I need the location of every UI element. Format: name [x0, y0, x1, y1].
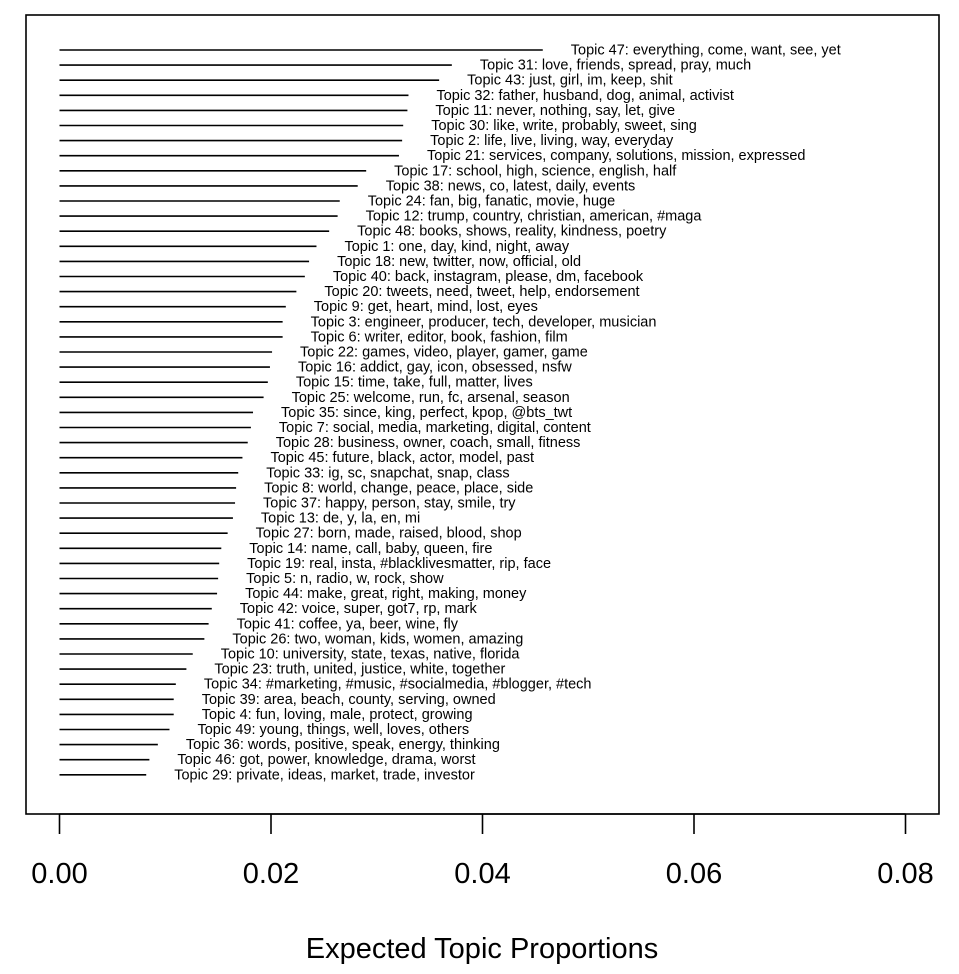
bar-label: Topic 29: private, ideas, market, trade,… [174, 767, 475, 783]
x-tick-label: 0.06 [666, 858, 722, 890]
bar-label: Topic 49: young, things, well, loves, ot… [197, 722, 469, 738]
bar-label: Topic 3: engineer, producer, tech, devel… [311, 314, 657, 330]
bar-label: Topic 25: welcome, run, fc, arsenal, sea… [292, 390, 570, 406]
bar-label: Topic 23: truth, united, justice, white,… [214, 662, 505, 678]
bar-label: Topic 39: area, beach, county, serving, … [202, 692, 496, 708]
bar-label: Topic 22: games, video, player, gamer, g… [300, 345, 588, 361]
bar-label: Topic 27: born, made, raised, blood, sho… [256, 526, 522, 542]
bar-label: Topic 20: tweets, need, tweet, help, end… [324, 284, 639, 300]
x-axis-title: Expected Topic Proportions [306, 933, 659, 965]
bar-label: Topic 21: services, company, solutions, … [427, 148, 806, 164]
bar-label: Topic 46: got, power, knowledge, drama, … [177, 752, 475, 768]
bar-label: Topic 15: time, take, full, matter, live… [296, 375, 533, 391]
x-tick-label: 0.04 [454, 858, 510, 890]
bar-label: Topic 48: books, shows, reality, kindnes… [357, 224, 667, 240]
bar-label: Topic 24: fan, big, fanatic, movie, huge [368, 194, 615, 210]
bar-label: Topic 12: trump, country, christian, ame… [366, 209, 703, 225]
bar-label: Topic 11: never, nothing, say, let, give [435, 103, 675, 119]
bar-label: Topic 37: happy, person, stay, smile, tr… [263, 496, 516, 512]
bar-label: Topic 36: words, positive, speak, energy… [186, 737, 500, 753]
bar-label: Topic 31: love, friends, spread, pray, m… [480, 58, 751, 74]
x-axis-ticks: 0.00 0.02 0.04 0.06 0.08 [31, 814, 933, 890]
bar-labels-group: Topic 47: everything, come, want, see, y… [174, 43, 841, 784]
bar-label: Topic 16: addict, gay, icon, obsessed, n… [298, 360, 572, 376]
bar-label: Topic 26: two, woman, kids, women, amazi… [232, 631, 523, 647]
bar-label: Topic 1: one, day, kind, night, away [344, 239, 569, 255]
bar-label: Topic 19: real, insta, #blacklivesmatter… [247, 556, 551, 572]
bar-label: Topic 18: new, twitter, now, official, o… [337, 254, 581, 270]
bar-label: Topic 32: father, husband, dog, animal, … [436, 88, 733, 104]
bar-label: Topic 34: #marketing, #music, #socialmed… [204, 677, 592, 693]
bar-label: Topic 47: everything, come, want, see, y… [571, 43, 841, 59]
bar-label: Topic 38: news, co, latest, daily, event… [386, 178, 636, 194]
bar-label: Topic 30: like, write, probably, sweet, … [431, 118, 697, 134]
bar-label: Topic 28: business, owner, coach, small,… [276, 435, 581, 451]
bar-label: Topic 35: since, king, perfect, kpop, @b… [281, 405, 572, 421]
bar-label: Topic 5: n, radio, w, rock, show [246, 571, 444, 587]
bar-label: Topic 45: future, black, actor, model, p… [270, 450, 534, 466]
bar-label: Topic 10: university, state, texas, nati… [221, 647, 521, 663]
bar-label: Topic 7: social, media, marketing, digit… [279, 420, 591, 436]
bar-label: Topic 14: name, call, baby, queen, fire [249, 541, 492, 557]
bar-label: Topic 2: life, live, living, way, everyd… [430, 133, 674, 149]
bar-label: Topic 44: make, great, right, making, mo… [245, 586, 527, 602]
bar-label: Topic 33: ig, sc, snapchat, snap, class [266, 465, 509, 481]
bar-label: Topic 42: voice, super, got7, rp, mark [240, 601, 478, 617]
bar-label: Topic 8: world, change, peace, place, si… [264, 480, 533, 496]
bar-label: Topic 43: just, girl, im, keep, shit [467, 73, 672, 89]
bar-label: Topic 17: school, high, science, english… [394, 163, 677, 179]
bar-label: Topic 9: get, heart, mind, lost, eyes [314, 299, 538, 315]
bar-label: Topic 41: coffee, ya, beer, wine, fly [237, 616, 459, 632]
bar-label: Topic 4: fun, loving, male, protect, gro… [202, 707, 473, 723]
bar-label: Topic 13: de, y, la, en, mi [261, 511, 420, 527]
x-tick-label: 0.02 [243, 858, 299, 890]
bar-label: Topic 6: writer, editor, book, fashion, … [311, 329, 568, 345]
x-tick-label: 0.08 [877, 858, 933, 890]
x-tick-label: 0.00 [31, 858, 87, 890]
bar-label: Topic 40: back, instagram, please, dm, f… [333, 269, 644, 285]
